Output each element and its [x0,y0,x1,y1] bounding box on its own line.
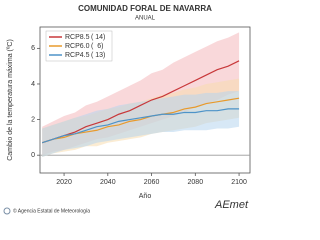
x-tick-label: 2040 [100,179,116,186]
y-tick-label: 6 [31,45,35,52]
y-tick-label: 2 [31,116,35,123]
y-axis-label: Cambio de la temperatura máxima (ºC) [7,39,14,161]
legend-label: RCP4.5 [65,52,90,59]
logo: AEmet [214,199,249,211]
x-tick-label: 2080 [188,179,204,186]
line [42,108,240,144]
source: © Agencia Estatal de Meteorología [13,207,90,214]
legend-count: ( 13) [91,52,105,59]
chart-title: COMUNIDAD FORAL DE NAVARRA [78,4,212,13]
legend-label: RCP6.0 [65,43,90,50]
x-tick-label: 2100 [231,179,247,186]
legend-count: ( 14) [91,34,105,41]
legend-label: RCP8.5 [65,34,90,41]
legend-count: ( 6) [91,43,103,50]
source-icon [3,207,11,215]
chart: COMUNIDAD FORAL DE NAVARRA ANUAL Cambio … [3,4,251,215]
y-tick-label: 4 [31,81,35,88]
y-tick-label: 0 [31,152,35,159]
line [42,60,240,144]
x-axis-label: Año [139,193,152,200]
x-tick-label: 2020 [56,179,72,186]
x-tick-label: 2060 [144,179,160,186]
chart-subtitle: ANUAL [135,16,156,22]
